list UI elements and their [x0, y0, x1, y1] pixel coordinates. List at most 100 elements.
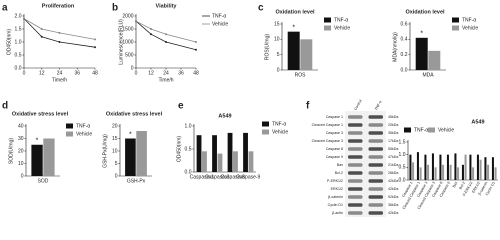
band-label: P-ERK1/2: [327, 179, 343, 183]
chart-title: A549: [471, 119, 484, 125]
bar: [416, 152, 419, 180]
band-label: Caspase 9: [326, 155, 343, 159]
legend-label: TNF-α: [414, 127, 428, 133]
x-tick-label: Caspase-9: [236, 174, 260, 180]
y-tick-label: 0.5: [399, 165, 406, 171]
significance-mark: *: [129, 131, 132, 138]
legend-swatch: [262, 121, 269, 127]
band: [368, 211, 383, 215]
chart-title: Oxidative stress level: [106, 111, 163, 117]
x-tick-label: GSH-Px: [127, 178, 146, 184]
bar: [442, 164, 445, 180]
bar: [428, 50, 441, 70]
bar: [424, 154, 427, 180]
bar: [202, 151, 207, 172]
x-tick-label: Cyclin D1: [485, 181, 496, 196]
y-tick-label: 0: [115, 173, 118, 179]
chart-title: Oxidation level: [275, 9, 315, 15]
legend-swatch: [324, 25, 331, 31]
x-tick-label: Caspase-3: [205, 174, 229, 180]
band-size: 21kDa: [388, 163, 398, 167]
band: [348, 203, 363, 207]
chart-title: Viability: [156, 3, 178, 9]
x-tick-label: 36: [74, 70, 80, 76]
band-label: β-actin: [332, 211, 343, 215]
data-point: [40, 35, 43, 38]
panel-letter: e: [178, 101, 184, 112]
bar: [196, 135, 202, 172]
legend-swatch: [66, 131, 73, 137]
bar: [287, 31, 300, 71]
bar: [227, 132, 233, 172]
band: [368, 123, 383, 127]
data-point: [135, 20, 137, 23]
y-tick-label: 40: [18, 123, 24, 129]
bar: [476, 154, 479, 180]
bar: [431, 153, 434, 180]
band-size: 42kDa: [388, 179, 398, 183]
x-tick-label: Bcl-2: [458, 181, 466, 190]
chart-panel: Oxidative stress level 0 5 10 15 20 GSH-Px(U/m…: [102, 111, 162, 184]
band-label: Cleaved Caspase 3: [312, 139, 343, 143]
legend-label: Vehicle: [212, 21, 228, 27]
y-axis-label: Luminescence(RLU): [118, 19, 124, 65]
x-tick-label: β-catenin: [478, 181, 489, 196]
legend-label: TNF-α: [334, 17, 348, 23]
band: [348, 211, 363, 215]
western-blot: Control TNF-α Caspase 1 45kDa Cleaved Caspas…: [312, 99, 398, 217]
y-tick-label: 5: [277, 52, 280, 58]
bar: [484, 157, 487, 180]
legend-swatch: [428, 127, 435, 133]
band: [368, 203, 383, 207]
chart-title: Proliferation: [42, 3, 75, 9]
y-tick-label: 20: [18, 148, 24, 154]
band: [348, 195, 363, 199]
data-point: [40, 28, 43, 30]
chart-title: Oxidative stress level: [12, 111, 69, 117]
data-point: [58, 41, 61, 43]
bar: [419, 167, 422, 180]
data-point: [165, 41, 167, 43]
legend-label: TNF-α: [76, 123, 90, 129]
y-axis-label: GSH-Px(U/mg): [102, 134, 108, 168]
band-label: Caspase 3: [326, 131, 343, 135]
x-tick-label: 24: [163, 70, 169, 76]
bar: [248, 151, 254, 172]
y-tick-label: 1.0: [15, 39, 22, 45]
band: [348, 155, 363, 159]
bar: [31, 144, 43, 176]
y-tick-label: 0: [131, 65, 134, 71]
band: [348, 171, 363, 175]
x-tick-label: 12: [39, 70, 45, 76]
series-line: [135, 20, 197, 43]
legend-swatch: [404, 127, 411, 133]
bar: [233, 151, 238, 172]
bar: [415, 37, 428, 70]
bar: [491, 157, 494, 180]
chart-panel: b Viability 0 500 1000 1500 2000Luminescence(R…: [112, 3, 228, 84]
y-tick-label: 500: [125, 52, 134, 58]
band-size: 17kDa: [388, 139, 398, 143]
chart-title: Oxidation level: [405, 9, 445, 15]
y-tick-label: 10: [274, 37, 280, 43]
y-tick-label: 1.5: [399, 139, 406, 145]
chart-panel: c Oxidation level 0 5 10 15 ROS(U/mg) TNF-α Vehi…: [258, 3, 350, 79]
y-tick-label: 15: [274, 21, 280, 27]
x-axis-label: Time/h: [52, 77, 67, 83]
band-label: β-catenin: [328, 195, 343, 199]
legend-swatch: [452, 17, 459, 23]
y-tick-label: 0: [21, 173, 24, 179]
band-label: Cleaved Caspase 1: [312, 123, 343, 127]
y-tick-label: 1000: [122, 39, 133, 45]
legend-label: TNF-α: [212, 13, 226, 19]
band-size: 20kDa: [388, 123, 398, 127]
legend-label: Vehicle: [334, 25, 350, 31]
y-tick-label: 0: [277, 67, 280, 73]
band: [368, 195, 383, 199]
bar: [487, 164, 490, 180]
band: [368, 147, 383, 151]
y-tick-label: 1500: [122, 26, 133, 32]
y-tick-label: 5: [115, 161, 118, 167]
bar: [439, 154, 442, 180]
